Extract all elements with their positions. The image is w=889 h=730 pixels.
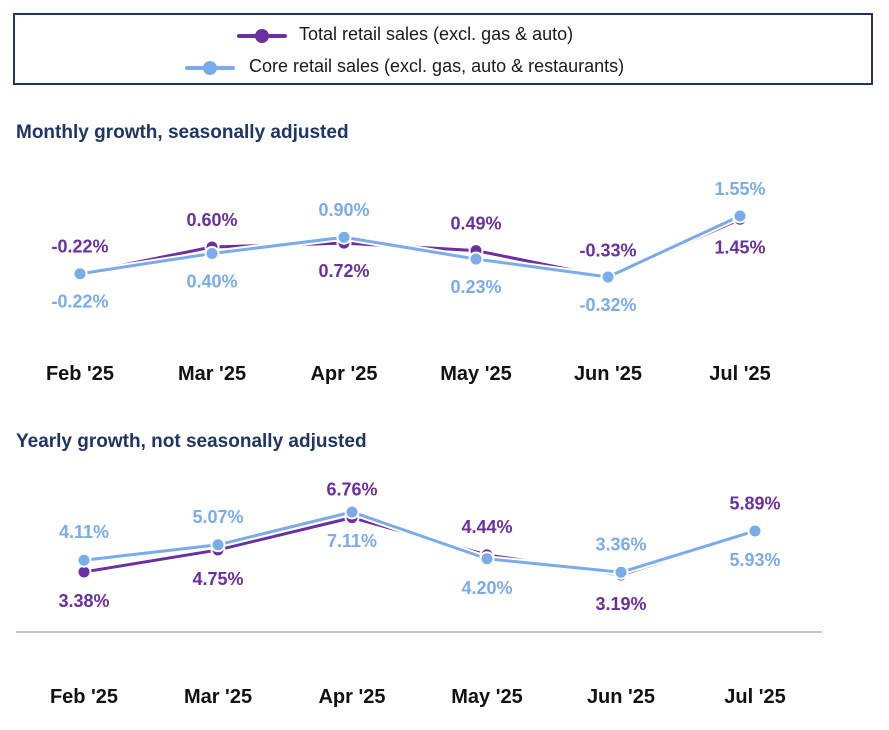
yearly-total-data-label-1: 4.75% [192, 569, 243, 589]
yearly-core-data-label-0: 4.11% [59, 522, 109, 542]
monthly-x-tick-label-4: Jun '25 [574, 363, 642, 385]
monthly-total-data-label-0: -0.22% [51, 237, 108, 257]
legend-item-total: Total retail sales (excl. gas & auto) [15, 20, 871, 50]
yearly-core-point-3 [479, 551, 495, 567]
yearly-total-data-label-3: 4.44% [461, 517, 512, 537]
yearly-total-data-label-2: 6.76% [326, 480, 377, 500]
legend-label-total: Total retail sales (excl. gas & auto) [299, 24, 574, 44]
yearly-x-tick-label-0: Feb '25 [50, 686, 118, 708]
monthly-core-data-label-2: 0.90% [318, 200, 369, 220]
monthly-total-data-label-4: -0.33% [579, 240, 636, 260]
monthly-core-data-label-1: 0.40% [186, 272, 237, 292]
monthly-series-core-halo [76, 212, 744, 281]
yearly-core-point-4 [613, 564, 629, 580]
monthly-x-tick-label-5: Jul '25 [709, 363, 770, 385]
monthly-core-point-2 [336, 229, 352, 245]
yearly-core-data-label-5: 5.93% [729, 550, 780, 570]
monthly-chart-title: Monthly growth, seasonally adjusted [16, 122, 349, 143]
yearly-core-point-1 [210, 537, 226, 553]
yearly-chart-title: Yearly growth, not seasonally adjusted [16, 431, 367, 452]
yearly-x-tick-label-4: Jun '25 [587, 686, 655, 708]
yearly-x-tick-label-2: Apr '25 [318, 686, 385, 708]
monthly-core-data-label-0: -0.22% [51, 292, 108, 312]
monthly-x-tick-label-2: Apr '25 [310, 363, 377, 385]
monthly-core-point-5 [732, 208, 748, 224]
legend-item-core: Core retail sales (excl. gas, auto & res… [15, 52, 871, 82]
legend-label-core: Core retail sales (excl. gas, auto & res… [249, 56, 625, 76]
yearly-core-data-label-1: 5.07% [192, 507, 243, 527]
monthly-total-data-label-5: 1.45% [714, 237, 765, 257]
yearly-core-point-5 [747, 523, 763, 539]
monthly-x-tick-label-0: Feb '25 [46, 363, 114, 385]
yearly-series-core-line [82, 510, 757, 574]
monthly-series-core-line [78, 214, 742, 279]
yearly-core-data-label-4: 3.36% [595, 534, 646, 554]
yearly-core-data-label-2: 7.11% [327, 531, 377, 551]
yearly-core-point-0 [76, 552, 92, 568]
monthly-core-data-label-3: 0.23% [450, 277, 501, 297]
yearly-x-tick-label-5: Jul '25 [724, 686, 785, 708]
monthly-x-tick-label-3: May '25 [440, 363, 511, 385]
yearly-x-tick-label-3: May '25 [451, 686, 522, 708]
yearly-x-tick-label-1: Mar '25 [184, 686, 252, 708]
monthly-total-data-label-2: 0.72% [318, 261, 369, 281]
monthly-core-point-1 [204, 246, 220, 262]
monthly-core-data-label-5: 1.55% [714, 179, 765, 199]
monthly-x-tick-label-1: Mar '25 [178, 363, 246, 385]
monthly-core-point-3 [468, 251, 484, 267]
yearly-total-data-label-4: 3.19% [595, 594, 646, 614]
yearly-total-data-label-5: 5.89% [729, 494, 780, 514]
monthly-core-point-4 [600, 269, 616, 285]
monthly-total-data-label-3: 0.49% [450, 214, 501, 234]
yearly-core-point-2 [344, 504, 360, 520]
yearly-core-data-label-3: 4.20% [461, 578, 512, 598]
chart-legend: Total retail sales (excl. gas & auto) Co… [13, 13, 873, 85]
yearly-total-data-label-0: 3.38% [58, 591, 109, 611]
monthly-total-data-label-1: 0.60% [186, 210, 237, 230]
monthly-core-data-label-4: -0.32% [579, 295, 636, 315]
legend-swatch-total-dot [255, 29, 269, 43]
monthly-core-point-0 [72, 266, 88, 282]
legend-swatch-core-dot [203, 61, 217, 75]
